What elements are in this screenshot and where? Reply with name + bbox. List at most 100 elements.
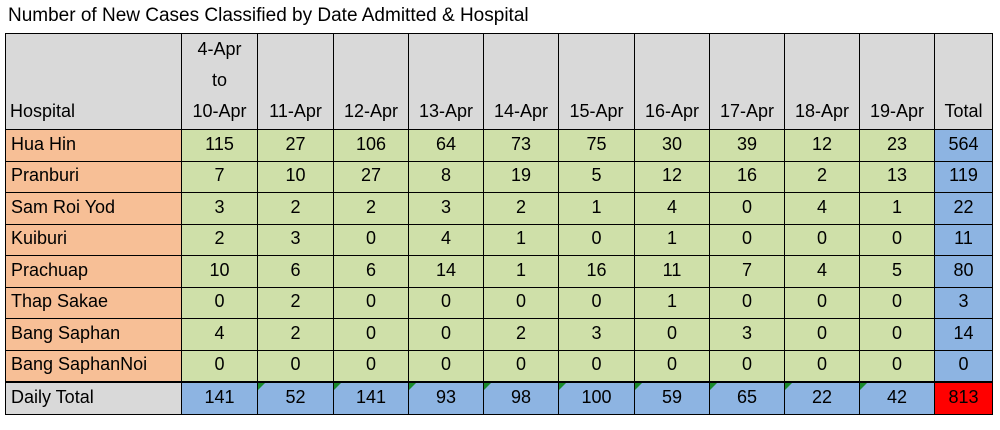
case-count-cell: 7 [709,255,785,288]
hospital-total-cell: 14 [934,318,993,351]
cell-note-marker [334,383,341,390]
case-count-cell: 0 [408,349,484,382]
daily-total-value: 52 [285,386,306,407]
table-row: Prachuap 10 6 6 14 1 16 11 7 4 5 80 [5,255,993,288]
daily-total-cell: 42 [859,380,935,415]
cell-note-marker [635,383,642,390]
date-column-header: 14-Apr [483,33,559,130]
date-column-header: 17-Apr [709,33,785,130]
total-column-header: Total [934,33,993,130]
daily-total-cell: 98 [483,380,559,415]
case-count-cell: 0 [784,318,860,351]
cell-note-marker [785,383,792,390]
hospital-total-cell: 0 [934,349,993,382]
daily-total-cell: 59 [634,380,710,415]
case-count-cell: 6 [333,255,409,288]
daily-total-cell: 22 [784,380,860,415]
cell-note-marker [860,383,867,390]
date-range-start: 4-Apr [197,39,242,59]
cell-note-marker [559,383,566,390]
case-count-cell: 1 [558,192,635,225]
case-count-cell: 16 [709,160,785,193]
hospital-total-cell: 564 [934,129,993,162]
date-column-header: 19-Apr [859,33,935,130]
date-column-header: 11-Apr [257,33,334,130]
hospital-total-cell: 11 [934,223,993,256]
case-count-cell: 13 [859,160,935,193]
case-count-cell: 4 [181,318,258,351]
case-count-cell: 0 [784,286,860,319]
case-count-cell: 64 [408,129,484,162]
case-count-cell: 106 [333,129,409,162]
daily-total-value: 93 [435,386,457,407]
daily-total-cell: 93 [408,380,484,415]
hospital-total-cell: 3 [934,286,993,319]
daily-total-cell: 100 [558,380,635,415]
table-title: Number of New Cases Classified by Date A… [8,5,529,26]
case-count-cell: 0 [558,349,635,382]
case-count-cell: 0 [483,349,559,382]
case-count-cell: 16 [558,255,635,288]
case-count-cell: 1 [634,286,710,319]
case-count-cell: 2 [181,223,258,256]
case-count-cell: 75 [558,129,635,162]
case-count-cell: 0 [333,286,409,319]
hospital-name-cell: Hua Hin [5,129,182,162]
case-count-cell: 2 [333,192,409,225]
daily-total-value: 65 [736,386,758,407]
case-count-cell: 0 [408,318,484,351]
case-count-cell: 0 [634,349,710,382]
table-row: Pranburi 7 10 27 8 19 5 12 16 2 13 119 [5,160,993,193]
case-count-cell: 2 [483,318,559,351]
case-count-cell: 19 [483,160,559,193]
case-count-cell: 2 [784,160,860,193]
grand-total-cell: 813 [934,380,993,415]
daily-total-label: Daily Total [5,380,182,415]
case-count-cell: 3 [558,318,635,351]
case-count-cell: 23 [859,129,935,162]
case-count-cell: 2 [257,192,334,225]
case-count-cell: 39 [709,129,785,162]
date-range-joiner: to [211,70,227,90]
daily-total-value: 141 [204,386,235,407]
case-count-cell: 27 [333,160,409,193]
case-count-cell: 0 [709,192,785,225]
cell-note-marker [484,383,491,390]
daily-total-cell: 141 [181,380,258,415]
date-column-header: 12-Apr [333,33,409,130]
daily-total-row: Daily Total 141 52 141 93 98 100 59 65 22 42 813 [5,380,993,415]
table-row: Bang Saphan 4 2 0 0 2 3 0 3 0 0 14 [5,318,993,351]
case-count-cell: 30 [634,129,710,162]
case-count-cell: 0 [709,286,785,319]
hospital-name-cell: Pranburi [5,160,182,193]
case-count-cell: 1 [634,223,710,256]
case-count-cell: 14 [408,255,484,288]
case-count-cell: 0 [859,349,935,382]
case-count-cell: 0 [408,286,484,319]
daily-total-cell: 141 [333,380,409,415]
case-count-cell: 4 [784,255,860,288]
case-count-cell: 2 [257,318,334,351]
case-count-cell: 0 [634,318,710,351]
hospital-name-cell: Sam Roi Yod [5,192,182,225]
date-column-header-range: 4-Apr to 10-Apr [181,33,258,130]
case-count-cell: 4 [784,192,860,225]
cell-note-marker [258,383,265,390]
case-count-cell: 1 [483,255,559,288]
case-count-cell: 0 [859,286,935,319]
case-count-cell: 115 [181,129,258,162]
daily-total-cell: 65 [709,380,785,415]
case-count-cell: 0 [333,318,409,351]
case-count-cell: 0 [784,349,860,382]
case-count-cell: 0 [709,349,785,382]
case-count-cell: 3 [181,192,258,225]
case-count-cell: 0 [181,286,258,319]
daily-total-value: 22 [811,386,833,407]
hospital-total-cell: 119 [934,160,993,193]
table-row: Hua Hin 115 27 106 64 73 75 30 39 12 23 564 [5,129,993,162]
date-column-header: 13-Apr [408,33,484,130]
case-count-cell: 0 [181,349,258,382]
case-count-cell: 0 [333,223,409,256]
case-count-cell: 0 [558,223,635,256]
table-body: Hua Hin 115 27 106 64 73 75 30 39 12 23 564 Pranburi… [5,129,993,382]
